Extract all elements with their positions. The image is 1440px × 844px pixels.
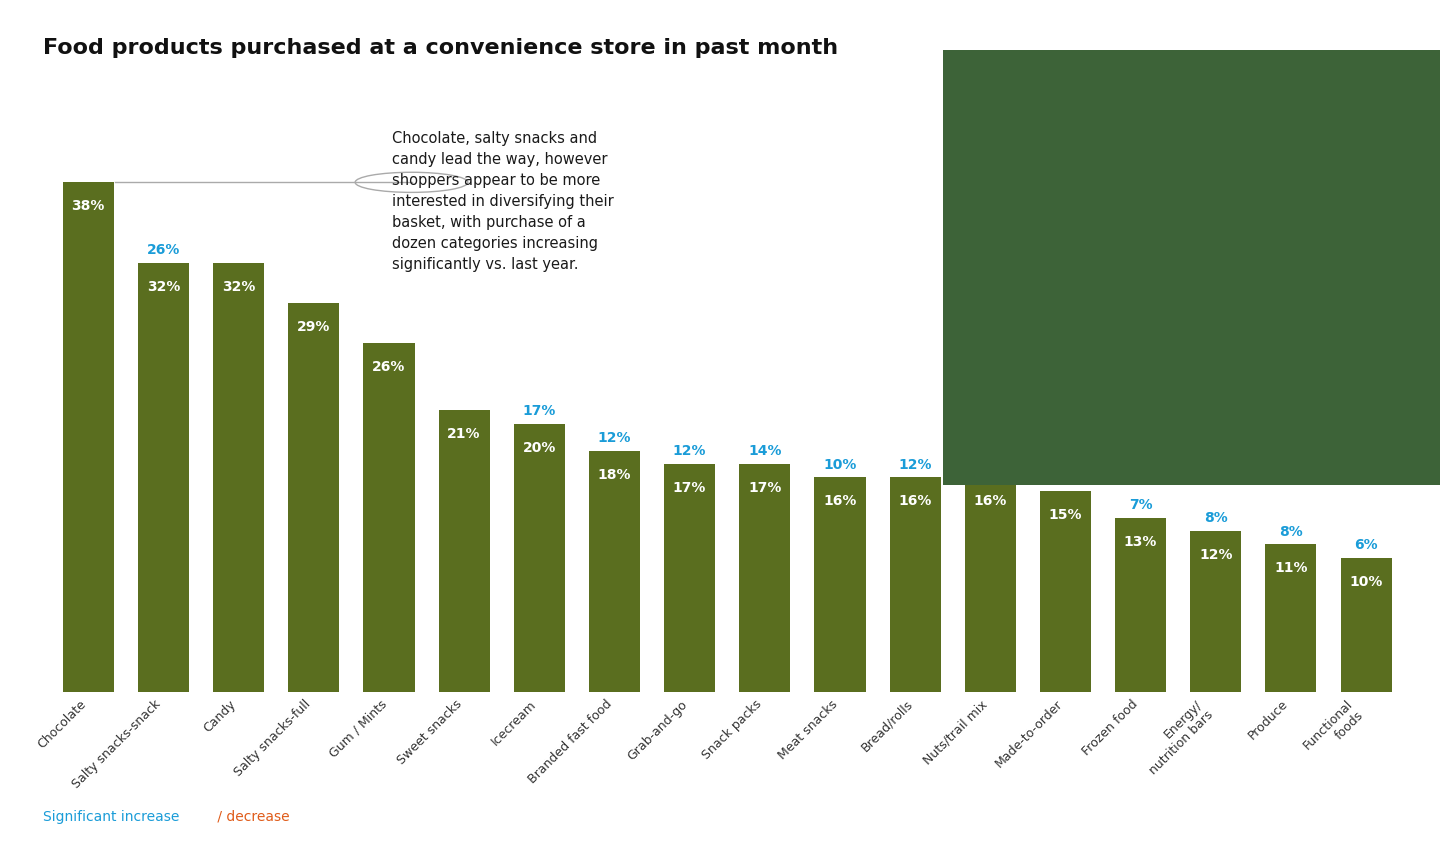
Text: 11%: 11% — [973, 457, 1007, 471]
Bar — [1191, 532, 1241, 692]
Bar — [213, 263, 264, 692]
Bar — [439, 411, 490, 692]
Text: 12%: 12% — [672, 444, 707, 457]
Bar — [1266, 544, 1316, 692]
Text: 16%: 16% — [824, 494, 857, 508]
Text: 21%: 21% — [448, 427, 481, 441]
Text: 29%: 29% — [297, 320, 331, 333]
Bar — [1341, 558, 1391, 692]
Text: 17%: 17% — [523, 403, 556, 418]
Bar — [890, 478, 940, 692]
Text: 32%: 32% — [222, 279, 255, 294]
Text: 16%: 16% — [899, 494, 932, 508]
Bar — [589, 451, 639, 692]
Text: 8%: 8% — [1204, 511, 1228, 525]
Text: 17%: 17% — [749, 480, 782, 495]
Text: 26%: 26% — [373, 360, 406, 374]
Text: Significant increase: Significant increase — [43, 809, 180, 823]
Text: 12%: 12% — [598, 430, 631, 444]
Text: 12%: 12% — [899, 457, 932, 471]
Text: 11%: 11% — [1274, 560, 1308, 575]
Text: 10%: 10% — [824, 457, 857, 471]
Bar — [363, 344, 415, 692]
Text: 8%: 8% — [1279, 524, 1303, 538]
Bar — [739, 464, 791, 692]
Text: 32%: 32% — [147, 279, 180, 294]
Bar — [1115, 518, 1166, 692]
Text: / decrease: / decrease — [213, 809, 289, 823]
Text: 38%: 38% — [72, 199, 105, 214]
Text: 20%: 20% — [523, 441, 556, 454]
Text: 11%: 11% — [1048, 470, 1083, 484]
Text: 26%: 26% — [147, 243, 180, 257]
Text: 18%: 18% — [598, 467, 631, 481]
Text: Chocolate, salty snacks and
candy lead the way, however
shoppers appear to be mo: Chocolate, salty snacks and candy lead t… — [392, 131, 613, 272]
Text: 15%: 15% — [1048, 507, 1083, 522]
Bar — [965, 478, 1015, 692]
Text: 10%: 10% — [1349, 574, 1382, 588]
Bar — [514, 425, 564, 692]
Text: 13%: 13% — [1123, 534, 1158, 548]
Text: 17%: 17% — [672, 480, 706, 495]
Text: 7%: 7% — [1129, 497, 1152, 511]
Text: 6%: 6% — [1354, 538, 1378, 551]
Bar — [815, 478, 865, 692]
Bar — [288, 304, 340, 692]
Bar — [138, 263, 189, 692]
Text: 16%: 16% — [973, 494, 1007, 508]
Text: 12%: 12% — [1200, 548, 1233, 561]
Bar — [63, 183, 114, 692]
Text: Food products purchased at a convenience store in past month: Food products purchased at a convenience… — [43, 38, 838, 58]
Bar — [664, 464, 716, 692]
Text: 14%: 14% — [747, 444, 782, 457]
Bar — [1040, 491, 1092, 692]
